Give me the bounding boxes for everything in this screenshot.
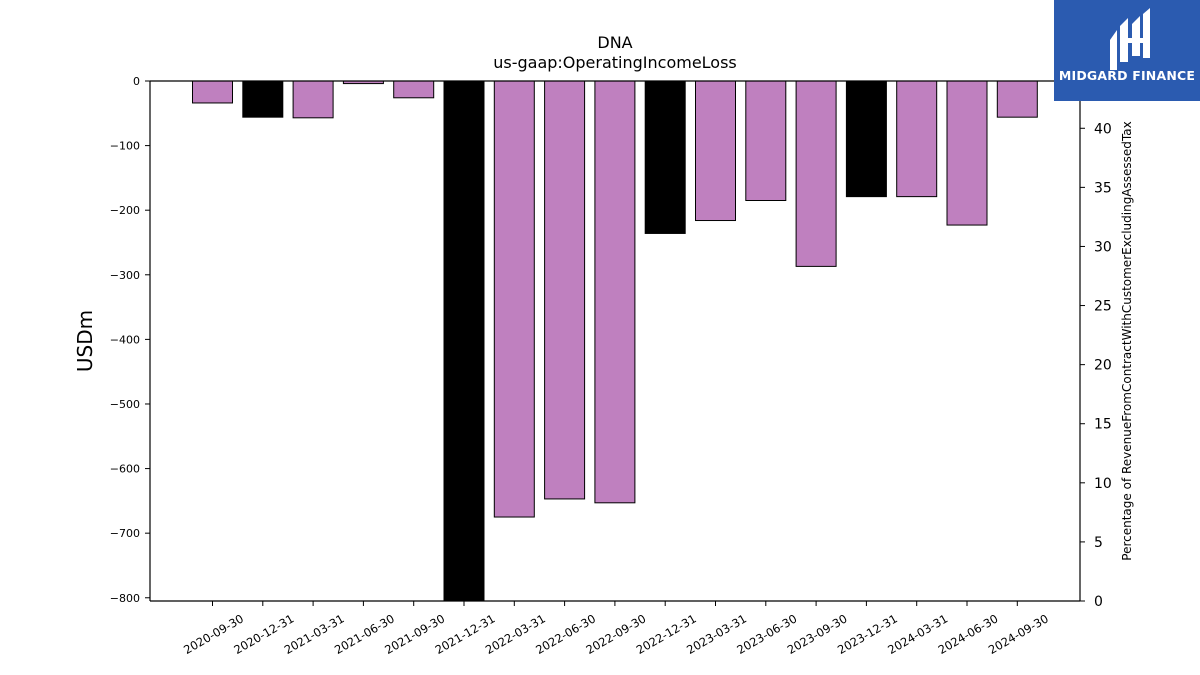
y-tick-label: −200 (110, 204, 140, 217)
y2-tick-label: 0 (1094, 594, 1103, 610)
y-tick-label: −400 (110, 333, 140, 346)
bar-2022-06-30 (544, 80, 586, 500)
chart-subtitle: us-gaap:OperatingIncomeLoss (493, 53, 737, 72)
bar-2024-09-30 (996, 80, 1038, 118)
logo-text: MIDGARD FINANCE (1058, 68, 1196, 83)
y2-tick-label: 20 (1094, 358, 1112, 374)
bar-2021-03-31 (292, 80, 334, 119)
bars-group (192, 80, 1038, 602)
bar-2024-03-31 (896, 80, 938, 198)
bar-2023-06-30 (745, 80, 787, 202)
bar-2022-09-30 (594, 80, 636, 504)
y-tick-label: 0 (133, 75, 140, 88)
midgard-finance-logo: MIDGARD FINANCE (1054, 0, 1200, 101)
y-tick-label: −100 (110, 140, 140, 153)
bar-2021-12-31 (443, 80, 485, 602)
y2-tick-label: 25 (1094, 299, 1112, 315)
y2-tick-label: 5 (1094, 535, 1103, 551)
chart-title: DNA (597, 33, 632, 52)
bar-2021-09-30 (393, 80, 435, 99)
y2-tick-label: 15 (1094, 417, 1112, 433)
y-tick-label: −500 (110, 398, 140, 411)
bar-2020-09-30 (192, 80, 233, 104)
midgard-logo-icon (1110, 8, 1150, 70)
y2-tick-label: 10 (1094, 476, 1112, 492)
y2-tick-label: 40 (1094, 121, 1112, 137)
bar-2022-12-31 (644, 80, 686, 234)
y2-tick-label: 30 (1094, 239, 1112, 255)
y-tick-label: −600 (110, 463, 140, 476)
bar-2024-06-30 (946, 80, 988, 226)
bar-2020-12-31 (242, 80, 284, 118)
bar-2023-09-30 (795, 80, 837, 267)
bar-2023-03-31 (695, 80, 736, 222)
y-tick-label: −300 (110, 269, 140, 282)
y-tick-label: −800 (110, 592, 140, 605)
y-axis-label: USDm (73, 310, 97, 372)
y-tick-label: −700 (110, 527, 140, 540)
bar-2023-12-31 (845, 80, 887, 198)
y2-axis-label: Percentage of RevenueFromContractWithCus… (1120, 121, 1134, 560)
y2-tick-label: 35 (1094, 180, 1112, 196)
bar-2022-03-31 (493, 80, 535, 518)
